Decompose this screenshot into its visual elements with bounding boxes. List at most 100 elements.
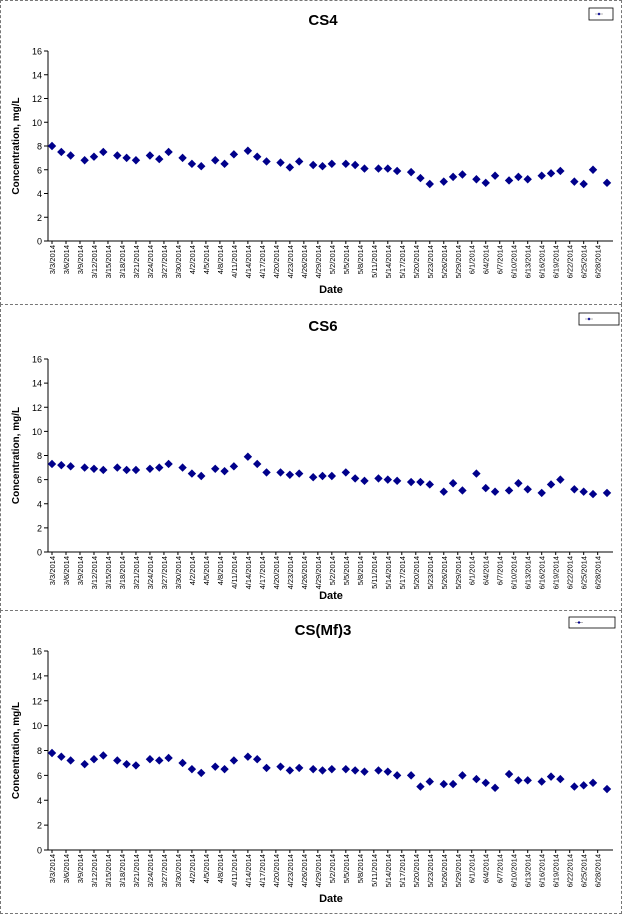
x-tick-label: 4/5/2014 xyxy=(202,245,211,274)
data-point xyxy=(47,748,57,758)
y-tick-label: 8 xyxy=(37,451,42,461)
data-point xyxy=(556,774,565,784)
y-tick-label: 2 xyxy=(37,821,42,831)
legend-box xyxy=(568,616,616,629)
data-point xyxy=(197,161,206,171)
data-point xyxy=(229,462,239,471)
x-tick-label: 5/29/2014 xyxy=(454,245,463,278)
data-point xyxy=(327,764,337,774)
data-point xyxy=(243,752,253,761)
x-tick-label: 4/17/2014 xyxy=(258,556,267,589)
data-point xyxy=(602,784,612,794)
data-point xyxy=(602,488,612,498)
x-tick-label: 3/18/2014 xyxy=(118,245,127,278)
x-axis-label: Date xyxy=(319,590,343,602)
data-point xyxy=(294,157,304,166)
x-tick-label: 5/26/2014 xyxy=(440,854,449,887)
x-tick-label: 6/10/2014 xyxy=(510,854,519,887)
x-tick-label: 3/9/2014 xyxy=(76,556,85,585)
x-axis-label: Date xyxy=(319,893,343,905)
data-point xyxy=(155,756,164,765)
chart-panel-cs6: CS6 0 2 4 6 8 10 12 14 16 3/3/2014 3/6/2014 3/9/2014… xyxy=(0,304,622,611)
x-tick-label: 3/24/2014 xyxy=(146,854,155,887)
data-point xyxy=(47,459,57,469)
x-tick-label: 6/4/2014 xyxy=(482,245,491,274)
data-point xyxy=(425,179,434,189)
data-point xyxy=(164,459,173,469)
x-tick-label: 5/23/2014 xyxy=(426,854,435,887)
x-tick-label: 6/4/2014 xyxy=(482,854,491,883)
data-point xyxy=(416,477,425,487)
x-tick-label: 3/27/2014 xyxy=(160,245,169,278)
data-point xyxy=(425,777,434,786)
x-tick-label: 4/29/2014 xyxy=(314,245,323,278)
data-point xyxy=(308,764,318,774)
data-point xyxy=(350,160,360,170)
x-tick-label: 5/14/2014 xyxy=(384,854,393,887)
data-point xyxy=(66,462,75,471)
data-point xyxy=(546,772,556,781)
x-tick-label: 3/15/2014 xyxy=(104,245,113,278)
data-point xyxy=(523,776,532,785)
x-tick-label: 6/22/2014 xyxy=(566,854,575,887)
x-tick-label: 4/14/2014 xyxy=(244,245,253,278)
x-tick-label: 3/12/2014 xyxy=(90,245,99,278)
data-point xyxy=(66,151,75,160)
data-point xyxy=(285,163,295,172)
data-point xyxy=(514,479,523,488)
data-point xyxy=(99,751,108,760)
data-point xyxy=(197,471,206,481)
y-tick-label: 4 xyxy=(37,796,42,806)
x-tick-label: 3/6/2014 xyxy=(62,854,71,883)
data-point xyxy=(579,179,588,189)
data-point xyxy=(392,476,402,486)
x-tick-label: 4/17/2014 xyxy=(258,245,267,278)
chart-svg-cs6: CS6 0 2 4 6 8 10 12 14 16 3/3/2014 3/6/2014 3/9/2014… xyxy=(11,312,620,602)
x-tick-label: 4/5/2014 xyxy=(202,854,211,883)
data-point xyxy=(406,771,416,780)
data-point xyxy=(481,778,490,788)
data-point xyxy=(99,147,108,157)
data-point xyxy=(481,178,490,188)
data-point xyxy=(145,464,155,473)
x-tick-label: 3/6/2014 xyxy=(62,556,71,585)
y-tick-label: 10 xyxy=(32,427,42,437)
legend-swatch-marker xyxy=(587,317,591,321)
data-point xyxy=(588,778,598,788)
y-tick-label: 12 xyxy=(32,94,42,104)
data-point xyxy=(537,488,546,498)
chart-svg-cs4: CS4 0 2 4 6 8 10 12 14 16 3/3/2014 3/6/2014 3/9/2014… xyxy=(11,7,614,296)
data-point xyxy=(187,764,197,774)
data-point xyxy=(327,159,337,169)
data-point xyxy=(89,464,99,473)
data-point xyxy=(220,764,229,774)
data-point xyxy=(383,767,392,776)
x-tick-label: 5/26/2014 xyxy=(440,245,449,278)
y-tick-label: 2 xyxy=(37,213,42,223)
data-point xyxy=(276,762,285,771)
data-point xyxy=(211,156,220,165)
x-tick-label: 6/13/2014 xyxy=(524,556,533,589)
y-tick-label: 14 xyxy=(32,379,42,389)
chart-panel-csmf3: CS(Mf)3 0 2 4 6 8 10 12 14 16 3/3/2014 3/6/2014 3/9/… xyxy=(0,610,622,914)
y-tick-label: 6 xyxy=(37,475,42,485)
data-point xyxy=(80,463,89,472)
data-point xyxy=(80,759,89,769)
data-point xyxy=(80,156,89,165)
x-tick-label: 5/29/2014 xyxy=(454,854,463,887)
data-point xyxy=(253,152,262,161)
x-tick-label: 5/2/2014 xyxy=(328,556,337,585)
data-point xyxy=(262,157,271,166)
legend-box xyxy=(578,312,620,326)
data-point xyxy=(579,487,588,496)
x-tick-label: 6/7/2014 xyxy=(496,556,505,585)
data-point xyxy=(220,466,229,476)
x-tick-label: 6/10/2014 xyxy=(510,556,519,589)
data-point xyxy=(504,769,514,779)
x-tick-label: 6/10/2014 xyxy=(510,245,519,278)
data-point xyxy=(145,151,155,160)
y-tick-label: 4 xyxy=(37,499,42,509)
data-point xyxy=(383,164,392,173)
data-point xyxy=(131,465,141,475)
x-tick-label: 4/29/2014 xyxy=(314,854,323,887)
